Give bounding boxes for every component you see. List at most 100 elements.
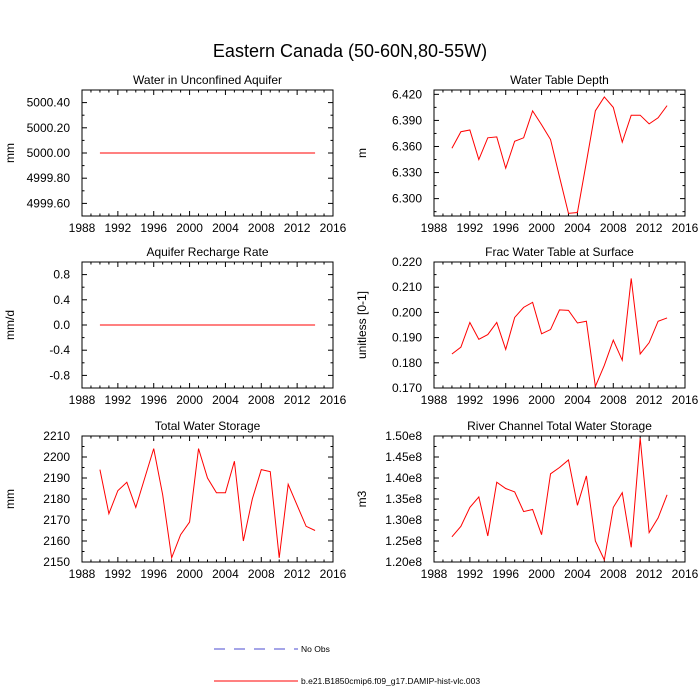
y-tick-label: 6.390 (392, 113, 422, 127)
y-axis-label: unitless [0-1] (355, 291, 369, 359)
y-tick-label: 2210 (43, 429, 70, 443)
y-tick-label: 0.8 (53, 268, 70, 282)
x-tick-label: 2012 (636, 221, 663, 235)
y-tick-label: 6.300 (392, 192, 422, 206)
x-tick-label: 2012 (636, 393, 663, 407)
x-tick-label: 2012 (284, 221, 311, 235)
figure-title: Eastern Canada (50-60N,80-55W) (213, 41, 487, 61)
panel-title: Aquifer Recharge Rate (146, 245, 268, 259)
y-tick-label: -0.8 (49, 368, 70, 382)
x-tick-label: 2004 (212, 393, 239, 407)
x-tick-label: 1988 (421, 393, 448, 407)
x-tick-label: 1996 (492, 221, 519, 235)
x-tick-label: 1992 (457, 221, 484, 235)
x-tick-label: 2000 (176, 221, 203, 235)
legend: No Obs b.e21.B1850cmip6.f09_g17.DAMIP-hi… (214, 644, 480, 686)
x-tick-label: 1992 (105, 567, 132, 581)
x-tick-label: 2012 (636, 567, 663, 581)
panel-title: Frac Water Table at Surface (485, 245, 634, 259)
x-tick-label: 1996 (140, 221, 167, 235)
chart-panel-2: Water Table Depth m 1988 1992 1996 2000 2004 20… (355, 73, 699, 235)
y-tick-label: 5000.20 (27, 121, 71, 135)
x-tick-label: 1992 (457, 567, 484, 581)
x-tick-label: 1992 (457, 393, 484, 407)
x-tick-label: 2008 (248, 567, 275, 581)
x-tick-label: 2016 (672, 393, 699, 407)
series-line (451, 278, 668, 389)
x-tick-label: 2000 (528, 393, 555, 407)
x-tick-label: 2012 (284, 393, 311, 407)
chart-panel-5: Total Water Storage mm 1988 1992 1996 2000 200… (3, 419, 347, 581)
y-tick-label: 2170 (43, 513, 70, 527)
y-axis-label: mm (3, 143, 17, 163)
x-tick-label: 2016 (320, 221, 347, 235)
x-tick-label: 1996 (140, 567, 167, 581)
x-tick-label: 1996 (492, 393, 519, 407)
x-tick-label: 2012 (284, 567, 311, 581)
x-tick-label: 2016 (672, 567, 699, 581)
y-tick-label: 0.0 (53, 318, 70, 332)
y-tick-label: 0.220 (392, 255, 422, 269)
series-line (99, 448, 316, 560)
y-axis-label: mm (3, 489, 17, 509)
y-tick-label: 0.4 (53, 293, 70, 307)
y-tick-label: 1.40e8 (385, 471, 422, 485)
y-tick-label: 4999.80 (27, 171, 71, 185)
x-tick-label: 2004 (564, 567, 591, 581)
x-tick-label: 2008 (248, 393, 275, 407)
series-line (451, 438, 668, 562)
plot-frame (81, 89, 334, 217)
x-tick-label: 2008 (600, 567, 627, 581)
y-tick-label: 0.170 (392, 381, 422, 395)
y-tick-label: 1.45e8 (385, 450, 422, 464)
y-tick-label: 2160 (43, 534, 70, 548)
x-tick-label: 2004 (212, 567, 239, 581)
chart-panel-6: River Channel Total Water Storage m3 1988 1… (355, 419, 699, 581)
y-tick-label: 5000.40 (27, 96, 71, 110)
y-tick-label: 6.330 (392, 166, 422, 180)
x-tick-label: 2000 (176, 393, 203, 407)
y-axis-label: mm/d (3, 310, 17, 340)
x-tick-label: 2004 (212, 221, 239, 235)
panels: Water in Unconfined Aquifer mm 1988 1992 199… (3, 73, 699, 581)
x-tick-label: 2008 (600, 393, 627, 407)
y-tick-label: 1.50e8 (385, 429, 422, 443)
y-tick-label: 2180 (43, 492, 70, 506)
y-axis-label: m (355, 148, 369, 158)
y-tick-label: 0.180 (392, 356, 422, 370)
legend-model-label: b.e21.B1850cmip6.f09_g17.DAMIP-hist-vlc.… (301, 676, 480, 686)
x-tick-label: 1988 (69, 393, 96, 407)
x-tick-label: 2000 (176, 567, 203, 581)
y-tick-label: 2150 (43, 555, 70, 569)
panel-title: Water Table Depth (510, 73, 609, 87)
x-tick-label: 1988 (69, 221, 96, 235)
y-tick-label: 1.35e8 (385, 492, 422, 506)
plot-frame (81, 261, 334, 389)
y-tick-label: 2190 (43, 471, 70, 485)
legend-obs-label: No Obs (301, 644, 330, 654)
x-tick-label: 1996 (140, 393, 167, 407)
x-tick-label: 2016 (672, 221, 699, 235)
y-tick-label: 1.25e8 (385, 534, 422, 548)
x-tick-label: 2008 (600, 221, 627, 235)
x-tick-label: 2016 (320, 393, 347, 407)
y-tick-label: 0.200 (392, 305, 422, 319)
y-tick-label: 0.190 (392, 331, 422, 345)
y-tick-label: 0.210 (392, 280, 422, 294)
x-tick-label: 1988 (421, 567, 448, 581)
y-tick-label: -0.4 (49, 343, 70, 357)
panel-title: River Channel Total Water Storage (467, 419, 652, 433)
x-tick-label: 1992 (105, 393, 132, 407)
x-tick-label: 2008 (248, 221, 275, 235)
chart-panel-3: Aquifer Recharge Rate mm/d 1988 1992 1996 200… (3, 245, 347, 407)
x-tick-label: 1988 (421, 221, 448, 235)
chart-panel-1: Water in Unconfined Aquifer mm 1988 1992 199… (3, 73, 347, 235)
x-tick-label: 2000 (528, 221, 555, 235)
y-tick-label: 6.420 (392, 87, 422, 101)
y-tick-label: 1.30e8 (385, 513, 422, 527)
y-axis-label: m3 (355, 490, 369, 507)
plot-frame (433, 435, 686, 563)
panel-title: Total Water Storage (155, 419, 261, 433)
y-tick-label: 2200 (43, 450, 70, 464)
